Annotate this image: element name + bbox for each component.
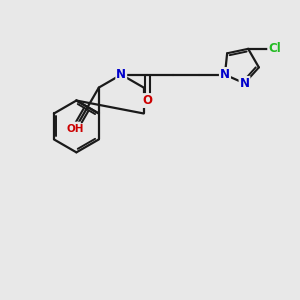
Text: N: N xyxy=(220,68,230,81)
Text: N: N xyxy=(220,68,230,81)
Text: OH: OH xyxy=(66,124,84,134)
Text: O: O xyxy=(142,94,152,107)
Text: N: N xyxy=(116,68,126,81)
Text: O: O xyxy=(70,123,80,136)
Text: Cl: Cl xyxy=(268,42,281,55)
Text: N: N xyxy=(239,77,250,90)
